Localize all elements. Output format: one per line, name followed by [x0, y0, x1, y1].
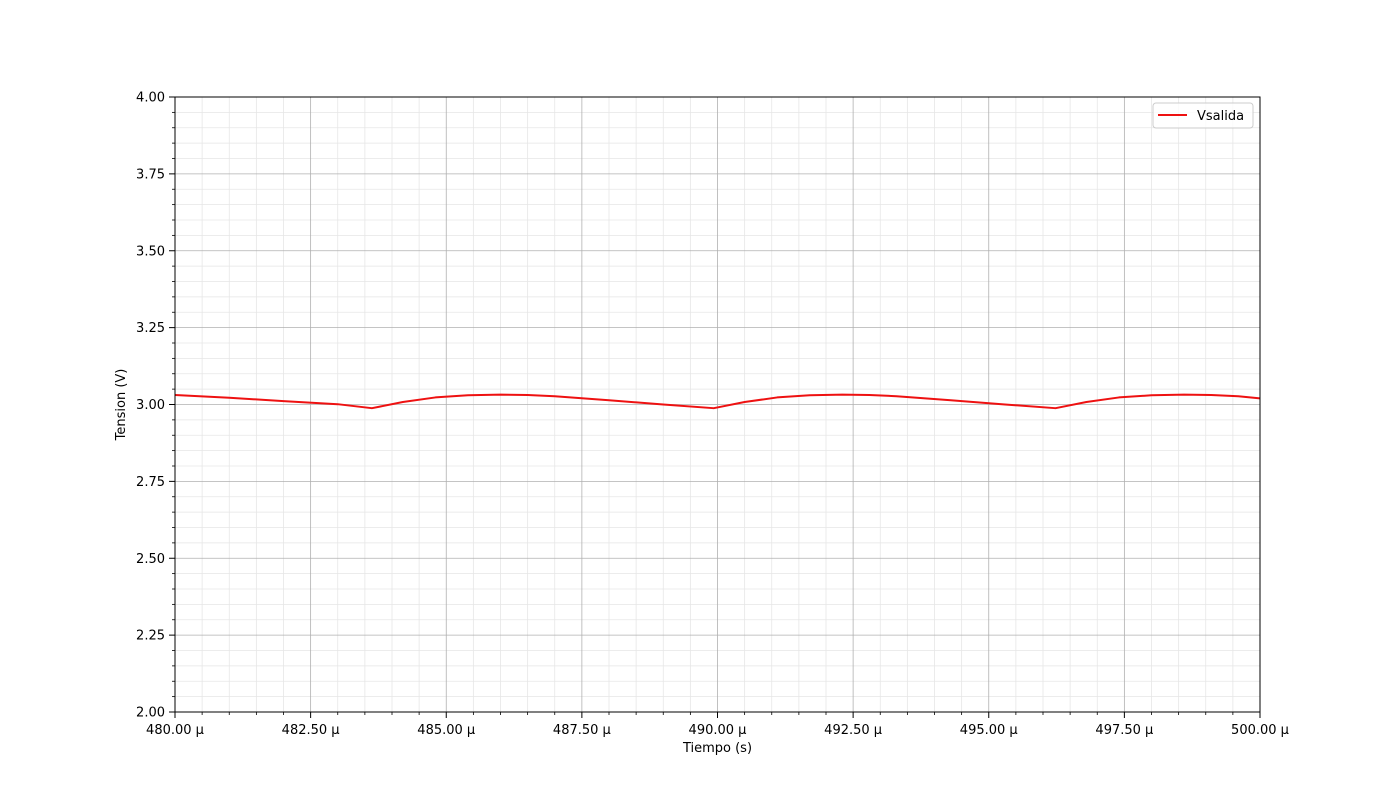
x-tick-label: 497.50 µ	[1095, 723, 1153, 738]
y-axis-label: Tension (V)	[114, 369, 129, 442]
x-tick-label: 487.50 µ	[553, 723, 611, 738]
x-tick-label: 480.00 µ	[146, 723, 204, 738]
x-axis-ticks: 480.00 µ 482.50 µ 485.00 µ 487.50 µ 490.00 µ…	[146, 712, 1289, 738]
x-axis-label: Tiempo (s)	[682, 741, 752, 756]
y-tick-label: 2.75	[136, 475, 165, 490]
x-tick-label: 500.00 µ	[1231, 723, 1289, 738]
y-tick-label: 2.25	[136, 629, 165, 644]
y-tick-label: 2.00	[136, 706, 165, 721]
legend-label-vsalida: Vsalida	[1197, 109, 1244, 124]
y-tick-label: 3.75	[136, 167, 165, 182]
y-tick-label: 3.00	[136, 398, 165, 413]
y-tick-label: 3.25	[136, 321, 165, 336]
legend-box	[1152, 102, 1254, 129]
x-tick-label: 490.00 µ	[689, 723, 747, 738]
x-tick-label: 485.00 µ	[417, 723, 475, 738]
y-tick-label: 4.00	[136, 91, 165, 106]
x-tick-label: 495.00 µ	[960, 723, 1018, 738]
series-line-vsalida	[174, 393, 1261, 410]
y-tick-label: 3.50	[136, 244, 165, 259]
legend[interactable]: Vsalida	[1152, 102, 1254, 129]
y-axis-ticks: 2.00 2.25 2.50 2.75 3.00 3.25 3.50 3.75 4.00	[136, 91, 175, 721]
plot-series	[174, 393, 1261, 410]
x-tick-label: 482.50 µ	[282, 723, 340, 738]
y-tick-label: 2.50	[136, 552, 165, 567]
x-tick-label: 492.50 µ	[824, 723, 882, 738]
